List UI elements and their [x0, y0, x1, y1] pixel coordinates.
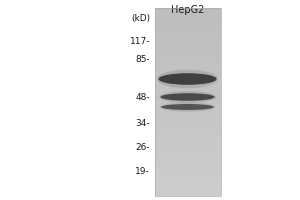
Bar — [154, 8, 220, 196]
Text: 34-: 34- — [135, 119, 150, 129]
Text: HepG2: HepG2 — [171, 5, 204, 15]
Text: 26-: 26- — [135, 142, 150, 152]
Ellipse shape — [158, 73, 217, 85]
Text: 48-: 48- — [135, 92, 150, 102]
Ellipse shape — [157, 70, 218, 88]
Ellipse shape — [160, 102, 215, 112]
Ellipse shape — [159, 91, 216, 103]
Text: (kD): (kD) — [131, 14, 150, 22]
Text: 117-: 117- — [130, 38, 150, 46]
Ellipse shape — [160, 93, 214, 101]
Text: 85-: 85- — [135, 55, 150, 64]
Text: 19-: 19- — [135, 166, 150, 176]
Ellipse shape — [161, 104, 214, 110]
